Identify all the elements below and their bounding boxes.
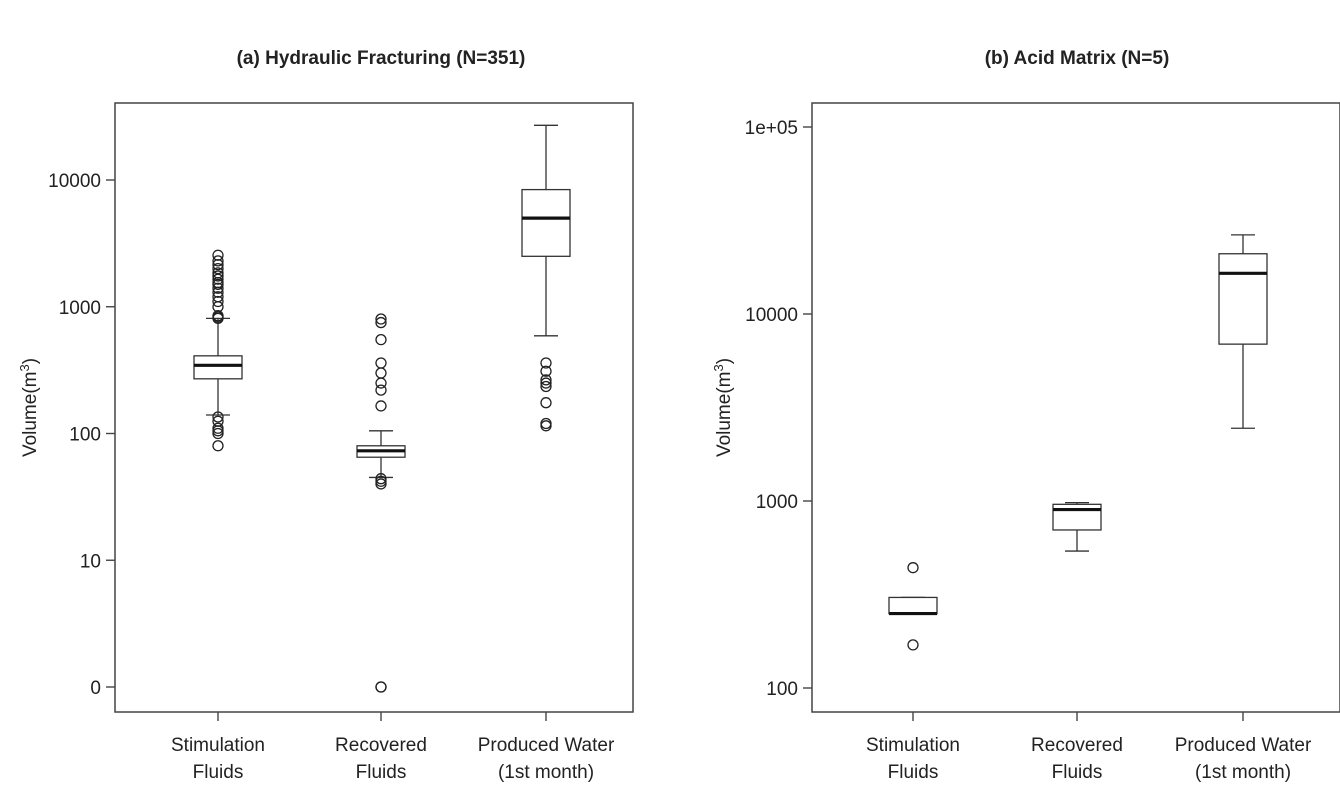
box-3 xyxy=(1218,234,1268,429)
chart-panel-b: (b) Acid Matrix (N=5) 100 1000 10000 1e+05 Vo… xyxy=(711,48,1340,783)
outlier-point xyxy=(212,422,224,434)
y-tick-label: 1000 xyxy=(59,298,101,319)
y-tick-label: 100 xyxy=(766,679,798,700)
outlier-point xyxy=(540,417,552,430)
outlier-point xyxy=(212,249,224,261)
outlier-point xyxy=(212,427,224,440)
x-category-label: Fluids xyxy=(356,762,407,783)
x-category-label: (1st month) xyxy=(498,762,594,783)
outlier-point xyxy=(375,357,387,369)
outlier-point xyxy=(212,295,224,308)
outlier-point xyxy=(540,357,552,369)
y-tick-label: 100 xyxy=(69,425,101,446)
x-category-label: Recovered xyxy=(1031,735,1123,756)
outlier-point xyxy=(375,377,387,389)
outlier-point xyxy=(212,440,224,452)
x-category-label: Recovered xyxy=(335,735,427,756)
outlier-point xyxy=(212,310,224,322)
plot-frame xyxy=(811,102,1340,713)
chart-title: (b) Acid Matrix (N=5) xyxy=(985,48,1170,69)
outlier-point xyxy=(540,377,552,389)
y-tick-label: 0 xyxy=(90,678,101,699)
outlier-point xyxy=(375,334,387,346)
x-category-label: Fluids xyxy=(193,762,244,783)
y-tick-label: 1e+05 xyxy=(745,118,798,139)
y-tick-label: 10000 xyxy=(48,171,101,192)
outlier-point xyxy=(540,374,552,386)
x-category-label: Stimulation xyxy=(866,735,960,756)
outlier-point xyxy=(212,291,224,303)
outlier-point xyxy=(540,420,552,432)
box-iqr xyxy=(193,355,243,380)
outlier-point xyxy=(212,411,224,423)
outlier-point xyxy=(540,397,552,409)
outlier-point xyxy=(212,415,224,427)
x-category-label: Produced Water xyxy=(1175,735,1312,756)
y-tick-label: 10 xyxy=(80,551,101,572)
y-axis-label: Volume(m3) xyxy=(711,358,736,457)
outlier-point xyxy=(907,562,919,574)
outlier-point xyxy=(540,365,552,377)
x-category-label: Stimulation xyxy=(171,735,265,756)
chart-panel-a: (a) Hydraulic Fracturing (N=351) 0 10 100 10… xyxy=(17,48,634,783)
box-iqr xyxy=(521,188,571,257)
outlier-point xyxy=(212,282,224,294)
y-tick-label: 1000 xyxy=(756,492,798,513)
outlier-point xyxy=(375,681,387,693)
outlier-point xyxy=(907,639,919,651)
x-category-label: Fluids xyxy=(888,762,939,783)
outlier-point xyxy=(212,255,224,267)
y-axis-label: Volume(m3) xyxy=(17,358,42,457)
outlier-point xyxy=(375,367,387,379)
x-category-label: Fluids xyxy=(1052,762,1103,783)
outlier-point xyxy=(375,478,387,490)
box-1 xyxy=(193,249,243,452)
box-2 xyxy=(1052,501,1102,552)
outlier-point xyxy=(375,400,387,412)
outlier-point xyxy=(375,316,387,329)
plot-frame xyxy=(114,102,634,713)
x-category-label: (1st month) xyxy=(1195,762,1291,783)
outlier-point xyxy=(375,473,387,485)
x-category-label: Produced Water xyxy=(478,735,615,756)
outlier-point xyxy=(375,313,387,325)
outlier-point xyxy=(212,270,224,282)
y-tick-label: 10000 xyxy=(745,305,798,326)
outlier-point xyxy=(375,384,387,396)
box-1 xyxy=(888,562,938,651)
box-3 xyxy=(521,124,571,432)
outlier-point xyxy=(212,267,224,279)
outlier-point xyxy=(540,380,552,393)
chart-title: (a) Hydraulic Fracturing (N=351) xyxy=(237,48,526,69)
box-2 xyxy=(356,313,406,693)
outlier-point xyxy=(212,262,224,275)
box-iqr xyxy=(888,596,938,615)
box-iqr xyxy=(1218,253,1268,345)
